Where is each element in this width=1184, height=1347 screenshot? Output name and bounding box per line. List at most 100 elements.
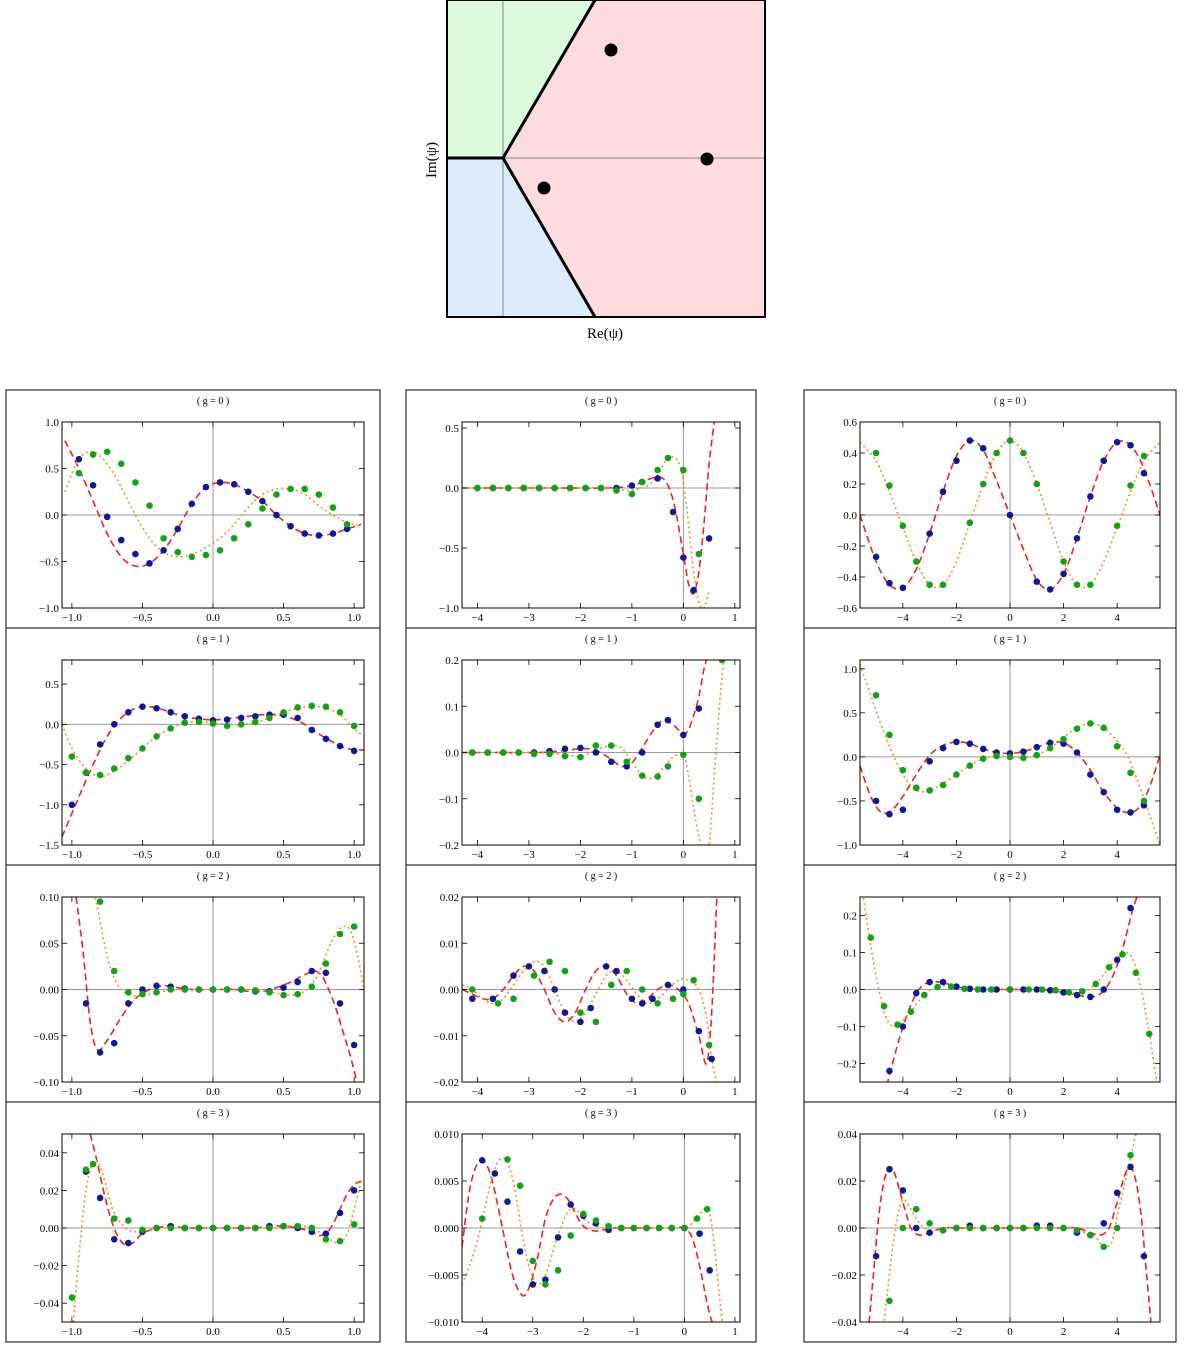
y-tick-label: 0.0 [445,748,459,760]
x-tick-label: 1 [732,1086,738,1098]
blue-data-point [478,1157,486,1164]
y-tick-label: 0.00 [40,1223,60,1235]
green-data-point [979,480,987,488]
green-data-point [174,548,182,556]
blue-data-point [1073,534,1081,542]
chart-panel: ( g = 2 ) −4 −2 0 2 4 −0.2 −0.1 0.0 0.1 0.2 [803,864,1177,1103]
x-tick-label: 0 [1007,849,1013,861]
x-tick-label: −3 [527,1326,539,1338]
blue-data-point [1060,570,1067,578]
blue-data-point [979,745,987,753]
blue-data-point [1006,511,1014,519]
green-data-point [1006,753,1014,761]
panel-border [5,1101,381,1343]
green-data-point [607,742,615,749]
blue-data-point [259,497,266,505]
green-data-point [1060,558,1067,565]
blue-data-point [912,989,920,997]
green-data-point [1073,1227,1081,1234]
green-data-point [350,1220,358,1228]
x-tick-label: −3 [523,1086,535,1098]
x-tick-label: −2 [575,612,587,624]
x-tick-label: −2 [951,1326,963,1338]
green-data-point [195,718,203,726]
green-data-point [1033,1224,1041,1232]
green-data-point [953,1224,960,1232]
blue-data-point [886,810,893,818]
green-data-point [669,995,677,1003]
green-data-point [188,553,196,561]
green-data-point [1100,1243,1108,1251]
y-tick-label: −0.02 [832,1270,857,1282]
blue-data-point [1140,1252,1148,1260]
root-point [700,152,714,166]
green-data-point [195,986,203,993]
blue-data-point [75,455,83,463]
x-tick-label: −4 [472,612,484,624]
x-tick-label: −4 [897,1086,909,1098]
x-tick-label: −3 [523,612,535,624]
green-data-point [654,773,661,780]
blue-data-point [561,1009,569,1016]
green-data-point [1127,769,1134,777]
green-data-point [886,731,893,739]
panel-title: ( g = 0 ) [197,396,229,407]
y-tick-label: 0.005 [434,1176,459,1188]
green-data-point [1119,951,1126,958]
panel-title: ( g = 1 ) [585,634,617,645]
green-data-point [907,1008,915,1015]
y-tick-label: 0.05 [40,938,60,950]
green-data-point [287,485,294,493]
green-data-point [643,1224,650,1232]
x-tick-label: −3 [523,849,535,861]
blue-data-point [899,584,907,592]
green-data-point [628,490,636,498]
green-data-point [681,1224,688,1232]
green-data-point [350,722,358,730]
blue-data-point [680,554,687,561]
green-data-point [894,1021,901,1028]
green-data-point [1060,735,1067,743]
blue-data-point [82,1000,90,1007]
green-data-point [664,454,672,462]
dashed-curve [462,422,716,595]
blue-data-point [491,1170,499,1177]
green-data-point [695,550,703,558]
green-data-point [926,1220,933,1227]
plot-area [462,660,726,845]
green-data-point [605,1222,612,1230]
green-data-point [1033,480,1041,488]
green-data-point [294,1222,301,1230]
plot-grid: ( g = 0 ) −1.0 −0.5 0.0 0.5 1.0 −1.0 −0.5 0.0 0.5… [5,389,1177,1343]
blue-data-point [343,525,351,533]
y-tick-label: 0.010 [434,1129,459,1141]
green-data-point [266,1224,273,1232]
green-data-point [181,719,189,727]
green-data-point [566,484,574,492]
blue-data-point [350,747,358,755]
green-data-point [1087,581,1094,589]
y-tick-label: 0.5 [45,679,59,691]
y-tick-label: 0.5 [843,708,857,720]
blue-data-point [103,513,111,521]
green-data-point [638,986,646,993]
x-tick-label: 0 [681,612,687,624]
blue-data-point [953,457,960,465]
green-data-point [630,1224,638,1232]
green-data-point [1073,725,1081,733]
y-tick-label: 0.02 [40,1185,59,1197]
green-data-point [567,1232,574,1239]
blue-data-point [886,579,893,587]
green-data-point [216,547,224,554]
blue-data-point [1113,438,1121,446]
blue-data-point [160,547,167,554]
blue-data-point [628,995,636,1003]
y-tick-label: −0.05 [34,1031,60,1043]
chart-panel: ( g = 3 ) −4 −2 0 2 4 −0.04 −0.02 0.00 0.02 0.04 [803,1101,1177,1343]
green-data-point [294,990,301,998]
blue-data-point [308,726,316,734]
blue-data-point [287,522,294,530]
y-tick-label: −0.5 [39,760,59,772]
blue-data-point [139,703,146,710]
blue-data-point [1046,986,1054,994]
